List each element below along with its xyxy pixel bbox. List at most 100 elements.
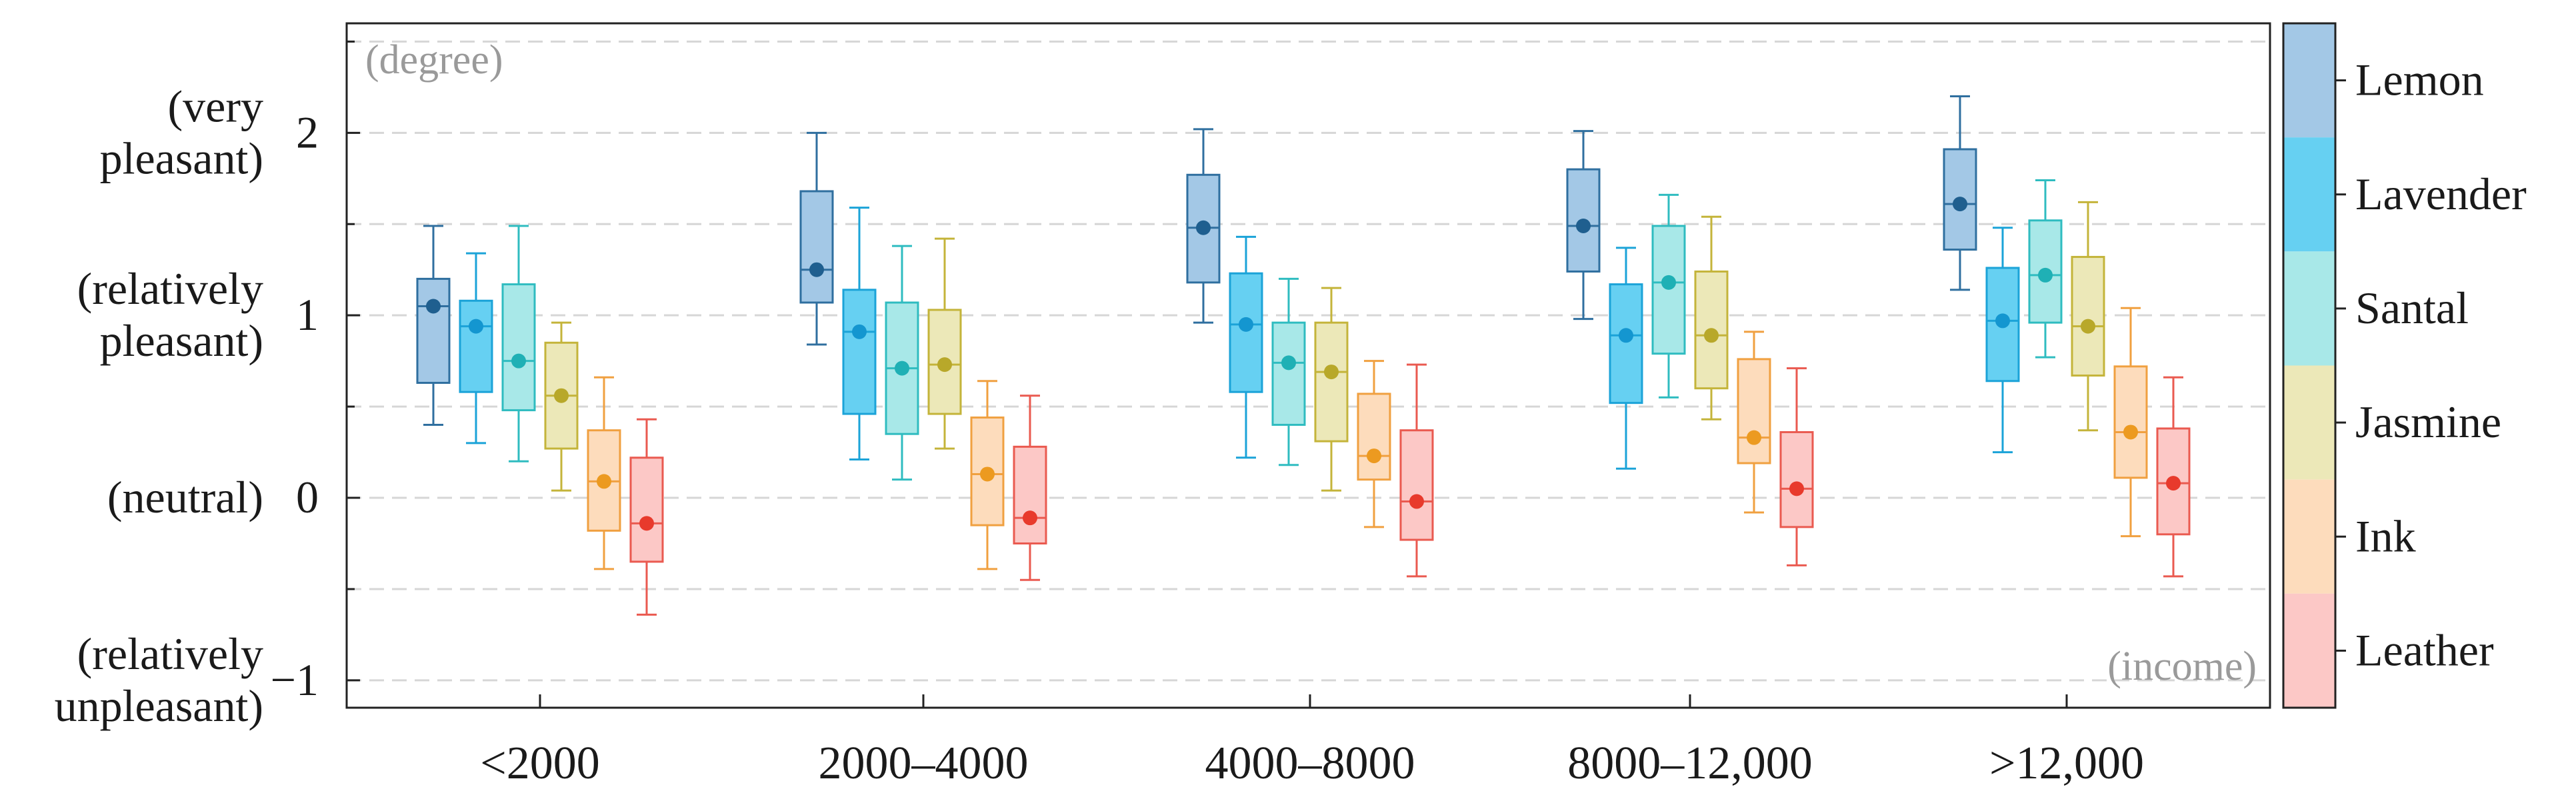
y-tick-description: (relatively: [77, 263, 263, 314]
boxes: [416, 95, 2191, 616]
iqr-box: [416, 277, 451, 385]
box-santal: [885, 245, 919, 481]
mean-point: [511, 353, 526, 369]
iqr-box: [1229, 272, 1263, 393]
iqr-box: [799, 190, 834, 304]
box-ink: [2113, 307, 2148, 538]
box-ink: [1357, 360, 1391, 528]
box-lavender: [842, 207, 877, 461]
box-lavender: [1609, 247, 1643, 470]
legend-label: Santal: [2355, 283, 2469, 333]
mean-point: [2166, 476, 2181, 491]
x-tick-label: 2000–4000: [819, 738, 1029, 789]
plot-frame: [345, 22, 2271, 709]
box-leather: [1399, 363, 1434, 578]
mean-point: [1196, 220, 1211, 235]
box-lemon: [1943, 95, 1977, 291]
iqr-box: [1779, 430, 1814, 528]
axis-ticks: [347, 40, 2068, 708]
mean-point: [1661, 275, 1676, 290]
mean-point: [1953, 197, 1967, 212]
mean-point: [1995, 313, 2010, 329]
mean-point: [1324, 365, 1339, 380]
mean-point: [1281, 355, 1296, 371]
iqr-box: [1399, 429, 1434, 541]
box-ink: [587, 376, 621, 570]
box-leather: [1013, 395, 1047, 581]
series-lavender: [459, 207, 2020, 470]
mean-point: [426, 299, 441, 314]
mean-point: [2081, 319, 2095, 334]
box-jasmine: [544, 321, 579, 492]
legend-swatch-lemon: [2283, 23, 2335, 138]
box-santal: [1651, 193, 1686, 399]
mean-point: [1239, 317, 1253, 332]
iqr-box: [501, 283, 536, 412]
mean-point: [1409, 494, 1424, 509]
y-tick-description: (neutral): [107, 472, 263, 522]
x-tick-label: <2000: [480, 738, 599, 789]
mean-point: [2123, 424, 2138, 440]
series-lemon: [416, 95, 1977, 426]
y-tick-description: pleasant): [100, 315, 263, 366]
grid-lines: [347, 40, 2270, 682]
box-lemon: [416, 225, 451, 426]
iqr-box: [1314, 321, 1349, 442]
mean-point: [1619, 328, 1633, 343]
mean-point: [809, 262, 824, 277]
iqr-box: [1609, 283, 1643, 404]
iqr-box: [629, 456, 664, 563]
legend-label: Lemon: [2355, 55, 2484, 105]
x-axis-unit-label: (income): [2107, 644, 2257, 689]
mean-point: [597, 474, 611, 489]
x-tick-label: 4000–8000: [1205, 738, 1415, 789]
y-tick-label: 2: [296, 107, 319, 157]
y-tick-description: (very: [168, 81, 263, 131]
box-jasmine: [1314, 287, 1349, 492]
x-tick-label: 8000–12,000: [1567, 738, 1813, 789]
legend-swatch-ink: [2283, 479, 2335, 594]
mean-point: [1789, 481, 1804, 496]
iqr-box: [842, 289, 877, 415]
box-lemon: [799, 131, 834, 346]
box-leather: [2156, 376, 2191, 578]
mean-point: [895, 361, 909, 376]
mean-point: [1704, 328, 1719, 343]
legend-label: Jasmine: [2355, 397, 2501, 447]
legend: Lemon Lavender Santal Jasmine Ink Leather: [2282, 22, 2527, 709]
box-santal: [501, 225, 536, 462]
iqr-box: [1737, 358, 1771, 464]
mean-point: [980, 466, 995, 482]
box-lemon: [1186, 128, 1221, 324]
y-tick-label: 0: [296, 472, 319, 522]
y-tick-label: −1: [271, 654, 319, 705]
box-lemon: [1566, 130, 1601, 321]
mean-point: [2038, 267, 2053, 283]
y-tick-labels: 2(verypleasant)1(relativelypleasant)0(ne…: [55, 81, 319, 731]
box-lavender: [1985, 227, 2020, 454]
legend-swatch-santal: [2283, 251, 2335, 366]
series-ink: [587, 307, 2148, 570]
box-leather: [629, 418, 664, 616]
mean-point: [1367, 448, 1381, 464]
iqr-box: [459, 299, 493, 393]
series-santal: [501, 179, 2063, 481]
legend-swatch-leather: [2283, 593, 2335, 708]
legend-swatch-lavender: [2283, 137, 2335, 252]
iqr-box: [2113, 365, 2148, 479]
y-tick-description: (relatively: [77, 628, 263, 679]
y-tick-description: unpleasant): [55, 680, 263, 731]
series-leather: [629, 363, 2191, 616]
box-leather: [1779, 367, 1814, 566]
mean-point: [554, 388, 569, 403]
mean-point: [1023, 510, 1037, 526]
box-santal: [2028, 179, 2063, 359]
iqr-box: [927, 309, 962, 415]
series-jasmine: [544, 201, 2105, 492]
iqr-box: [1013, 445, 1047, 545]
iqr-box: [1271, 321, 1306, 426]
box-jasmine: [1694, 215, 1729, 420]
box-lavender: [459, 252, 493, 444]
mean-point: [1747, 430, 1761, 445]
